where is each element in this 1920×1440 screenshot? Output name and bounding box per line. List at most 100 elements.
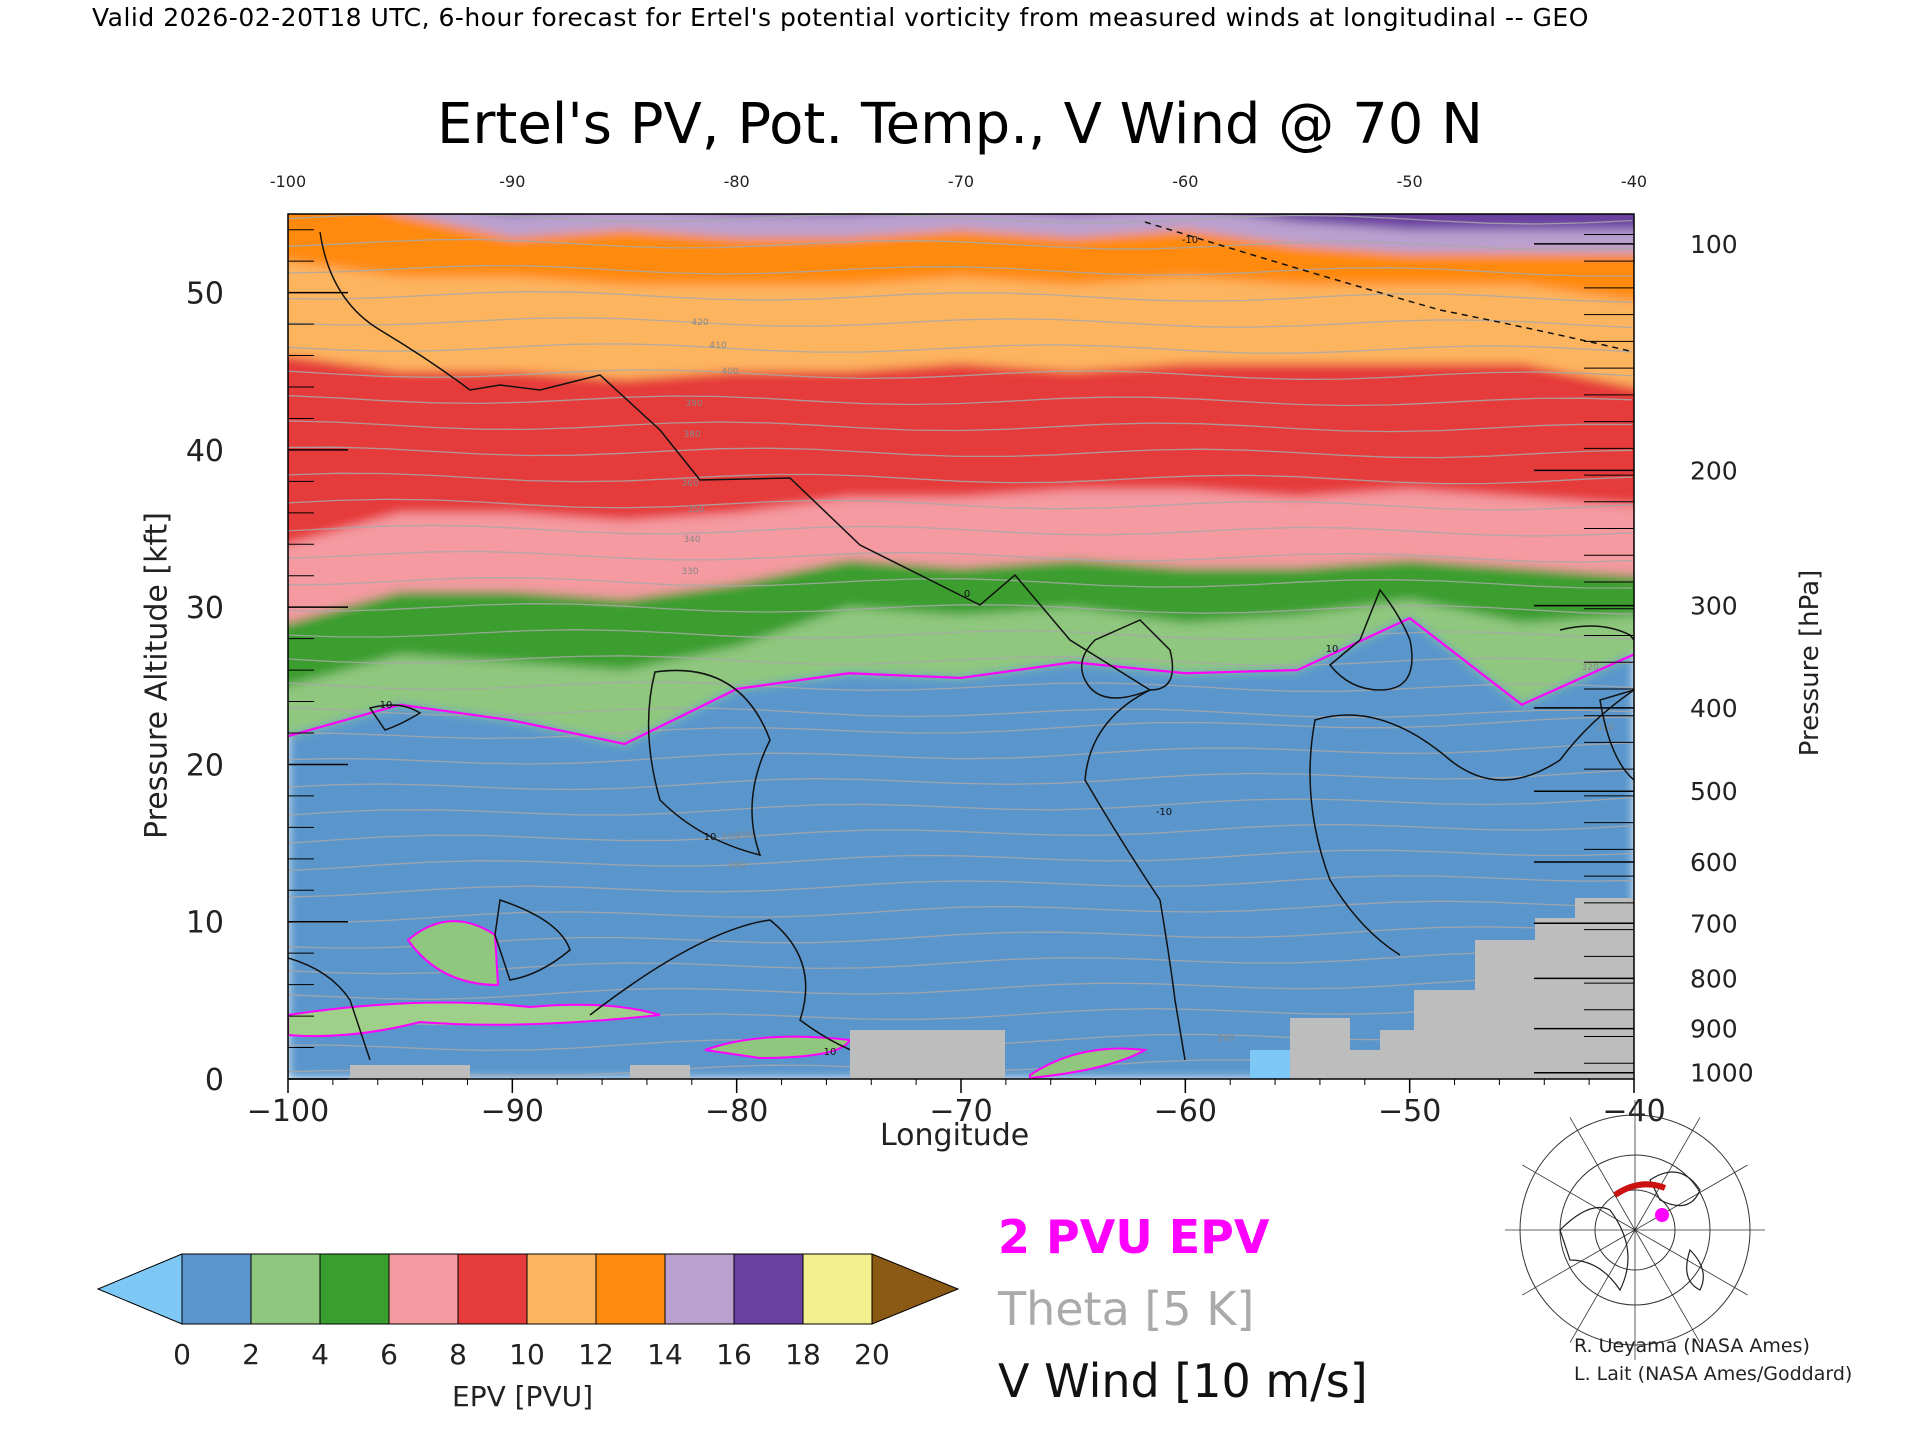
theta-line <box>288 900 1633 924</box>
theta-line <box>288 681 1633 692</box>
colorbar-swatch <box>457 1253 528 1325</box>
vwind-contours: 0 10 -10 10 10 10 -10 <box>288 221 1634 1061</box>
colorbar-swatch <box>319 1253 390 1325</box>
x-tick-label: −100 <box>247 1094 329 1129</box>
pressure-tick-label: 800 <box>1690 964 1738 993</box>
vwind-contour <box>1328 588 1413 691</box>
theta-line <box>288 290 1633 303</box>
vwind-contour <box>647 669 771 857</box>
band-fill-pv16 <box>512 214 1634 230</box>
colorbar-label: EPV [PVU] <box>452 1380 594 1413</box>
theta-label: 390 <box>685 399 702 409</box>
x-tick-label: −40 <box>1602 1094 1665 1129</box>
x-tick-label: −60 <box>1154 1094 1217 1129</box>
colorbar-tick-label: 4 <box>311 1338 329 1371</box>
theta-line <box>288 524 1633 537</box>
theta-line <box>288 716 1633 740</box>
map-meridian <box>1634 1164 1748 1231</box>
theta-label: 400 <box>721 367 738 377</box>
colorbar-swatch <box>595 1253 666 1325</box>
vwind-contour <box>1599 689 1634 781</box>
legend-wind: V Wind [10 m/s] <box>998 1354 1368 1408</box>
x-axis-label: Longitude <box>880 1118 1030 1153</box>
colorbar-tick-label: 20 <box>854 1338 890 1371</box>
map-meridian <box>1522 1229 1636 1296</box>
pressure-tick-label: 400 <box>1690 694 1738 723</box>
pv2-patch <box>288 1001 661 1038</box>
credit-line-1: R. Ueyama (NASA Ames) <box>1574 1335 1810 1357</box>
y-tick-label: 40 <box>186 434 224 469</box>
colorbar-swatch <box>250 1253 321 1325</box>
vwind-contour <box>1309 689 1634 956</box>
theta-line <box>288 629 1633 640</box>
theta-label: 260 <box>1217 1034 1234 1044</box>
y-axis-label-left: Pressure Altitude [kft] <box>139 512 175 839</box>
theta-line <box>288 655 1633 666</box>
map-coastlines <box>1559 1171 1704 1292</box>
theta-line <box>288 849 1633 872</box>
pressure-tick-label: 200 <box>1690 456 1738 485</box>
vwind-contour <box>1084 689 1186 1061</box>
theta-line <box>288 343 1633 354</box>
terrain <box>350 898 1634 1079</box>
theta-line <box>288 769 1633 791</box>
theta-label: 320 <box>1581 663 1598 673</box>
x-tick-label: −50 <box>1378 1094 1441 1129</box>
pv2-patch <box>1029 1047 1149 1079</box>
theta-line <box>288 875 1633 898</box>
theta-label: 330 <box>681 567 698 577</box>
vwind-contour <box>494 899 571 981</box>
theta-line <box>288 420 1633 433</box>
map-meridian <box>1569 1117 1636 1231</box>
credit-line-2: L. Lait (NASA Ames/Goddard) <box>1574 1363 1853 1385</box>
y-tick-label: 20 <box>186 748 224 783</box>
x-tick-label: −90 <box>481 1094 544 1129</box>
colorbar-swatch <box>181 1253 252 1325</box>
top-tick-label: -50 <box>1397 172 1423 191</box>
colorbar-swatch <box>526 1253 597 1325</box>
colorbar-under <box>96 1253 183 1325</box>
theta-line <box>288 550 1633 563</box>
top-tick-label: -70 <box>948 172 974 191</box>
pressure-tick-label: 500 <box>1690 777 1738 806</box>
theta-label: 270 <box>721 833 738 843</box>
top-tick-label: -40 <box>1621 172 1647 191</box>
theta-line <box>288 951 1633 975</box>
vwind-contour <box>288 957 371 1061</box>
pressure-tick-label: 600 <box>1690 848 1738 877</box>
theta-label: 340 <box>683 535 700 545</box>
top-tick-label: -80 <box>724 172 750 191</box>
pressure-tick-label: 700 <box>1690 909 1738 938</box>
colorbar-tick-label: 14 <box>647 1338 683 1371</box>
y-tick-label: 0 <box>205 1063 224 1098</box>
theta-line <box>288 796 1633 816</box>
y-tick-label: 30 <box>186 591 224 626</box>
theta-line <box>288 498 1633 511</box>
chart-title: Ertel's PV, Pot. Temp., V Wind @ 70 N <box>436 92 1484 157</box>
colorbar-swatch <box>733 1253 804 1325</box>
vwind-label: 10 <box>1326 644 1339 655</box>
colorbar-tick-label: 16 <box>716 1338 752 1371</box>
header-text: Valid 2026-02-20T18 UTC, 6-hour forecast… <box>92 3 1589 32</box>
theta-label: 280 <box>728 861 745 871</box>
colorbar-tick-label: 12 <box>578 1338 614 1371</box>
theta-line <box>288 823 1633 844</box>
theta-line <box>288 265 1633 277</box>
pressure-tick-label: 900 <box>1690 1015 1738 1044</box>
colorbar-swatch <box>388 1253 459 1325</box>
vwind-contour-negative <box>1144 221 1634 353</box>
map-marker <box>1655 1208 1669 1222</box>
vwind-label: 10 <box>704 832 717 843</box>
colorbar: 0 2 4 6 8 10 12 14 16 18 20 <box>96 1253 960 1371</box>
theta-line <box>288 472 1633 485</box>
theta-line <box>288 977 1633 1000</box>
vwind-contour <box>1559 625 1634 641</box>
theta-line <box>288 446 1633 459</box>
top-tick-label: -90 <box>499 172 525 191</box>
y-tick-label: 10 <box>186 906 224 941</box>
colorbar-tick-label: 10 <box>509 1338 545 1371</box>
theta-line <box>288 926 1633 949</box>
pressure-tick-label: 1000 <box>1690 1059 1754 1088</box>
colorbar-over <box>871 1253 960 1325</box>
